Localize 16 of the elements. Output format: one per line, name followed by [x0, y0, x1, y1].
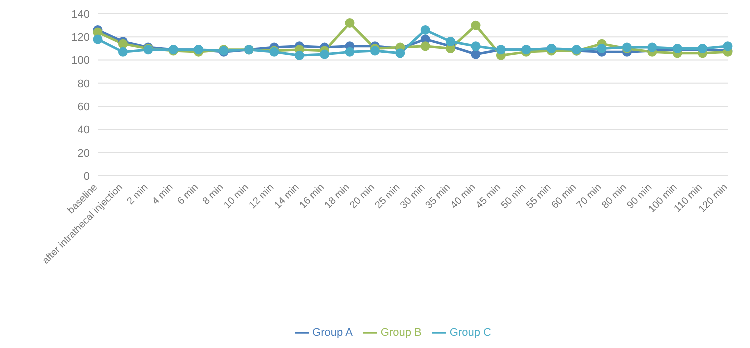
legend-label: Group B [380, 326, 422, 339]
y-tick-label: 20 [78, 148, 90, 160]
x-tick-label: 60 min [550, 182, 579, 212]
y-tick-label: 40 [78, 124, 90, 137]
x-tick-label: 16 min [298, 182, 327, 212]
y-tick-label: 140 [72, 8, 90, 21]
x-tick-label: 4 min [150, 182, 176, 208]
y-tick-label: 120 [72, 32, 90, 44]
y-tick-label: 0 [84, 170, 90, 183]
y-tick-label: 60 [78, 101, 90, 114]
y-tick-label: 80 [78, 78, 90, 90]
y-tick-label: 100 [72, 55, 90, 68]
x-tick-label: 2 min [125, 182, 151, 208]
legend-label: Group A [312, 326, 353, 339]
legend-label: Group C [450, 326, 492, 339]
x-tick-label: 6 min [176, 182, 201, 208]
